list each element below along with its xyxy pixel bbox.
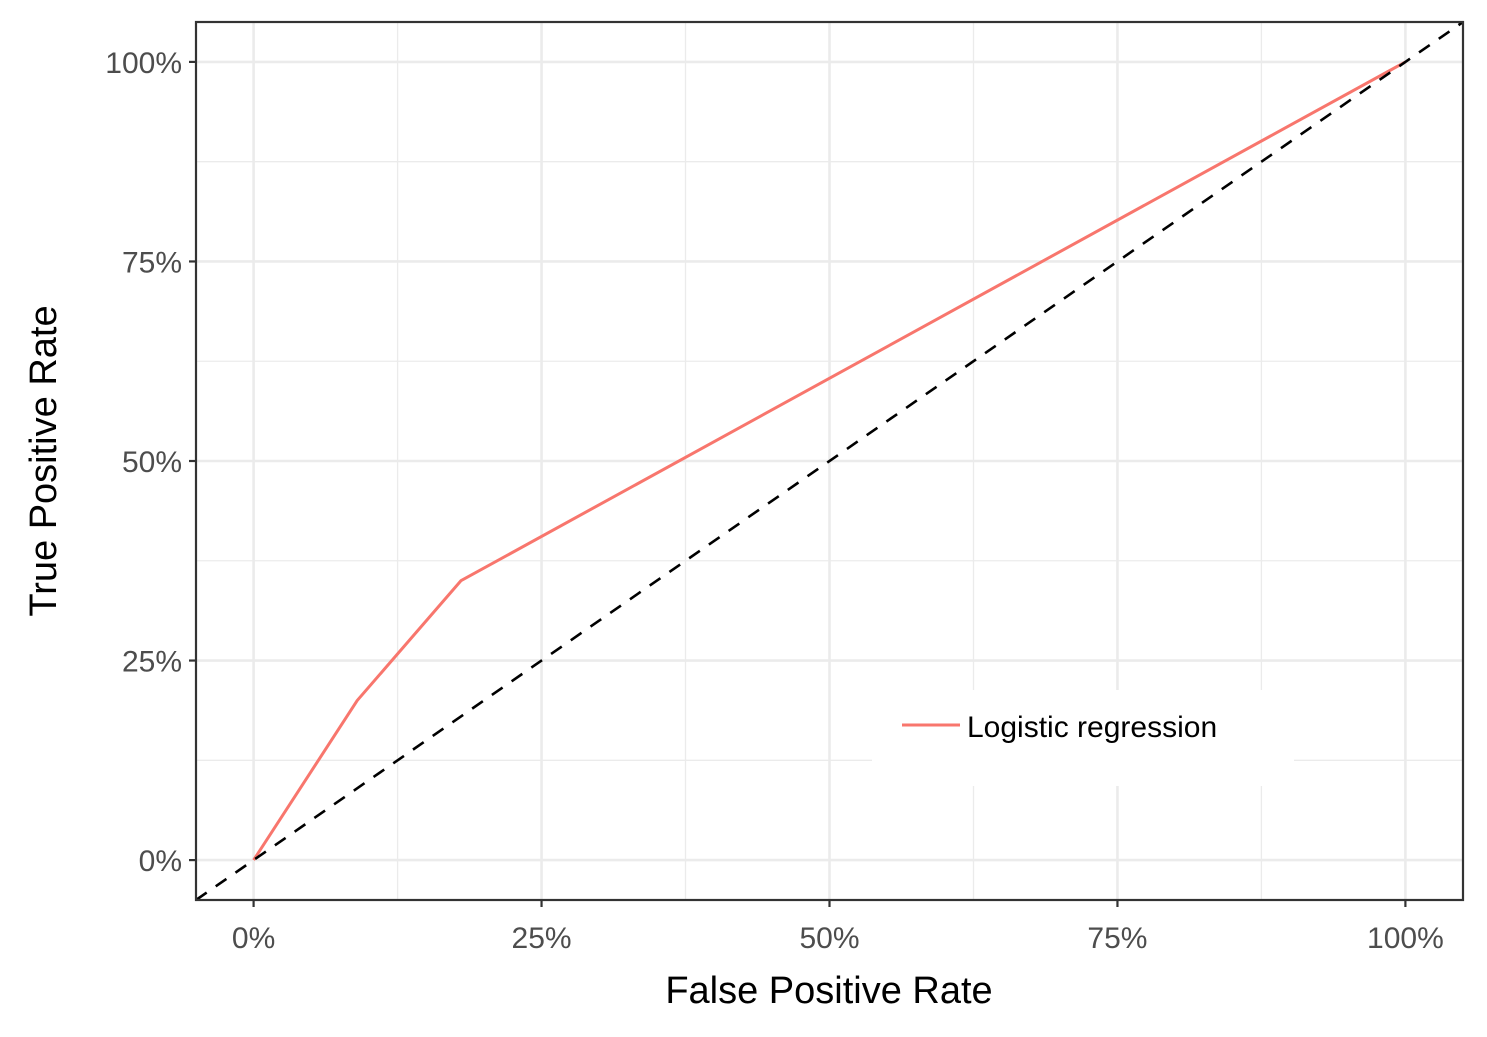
x-tick-label: 75%	[1087, 922, 1147, 955]
x-axis-title: False Positive Rate	[665, 970, 992, 1012]
x-tick-label: 100%	[1367, 922, 1444, 955]
x-axis-ticks: 0% 25% 50% 75% 100%	[232, 900, 1444, 955]
y-tick-label: 50%	[122, 446, 182, 479]
y-axis-ticks: 0% 25% 50% 75% 100%	[105, 47, 196, 878]
series-line-logistic-regression	[252, 60, 1407, 861]
x-tick-label: 25%	[512, 922, 572, 955]
y-tick-label: 25%	[122, 646, 182, 679]
legend: Logistic regression	[872, 690, 1294, 786]
reference-diagonal-line	[195, 20, 1464, 902]
x-tick-label: 0%	[232, 922, 275, 955]
x-tick-label: 50%	[799, 922, 859, 955]
y-tick-label: 0%	[139, 845, 182, 878]
y-tick-label: 100%	[105, 47, 182, 80]
y-axis-title: True Positive Rate	[23, 305, 65, 616]
y-tick-label: 75%	[122, 246, 182, 279]
legend-background	[872, 690, 1294, 786]
reference-layer	[195, 20, 1464, 902]
legend-label-logistic-regression: Logistic regression	[967, 711, 1217, 744]
series-layer	[252, 60, 1407, 861]
